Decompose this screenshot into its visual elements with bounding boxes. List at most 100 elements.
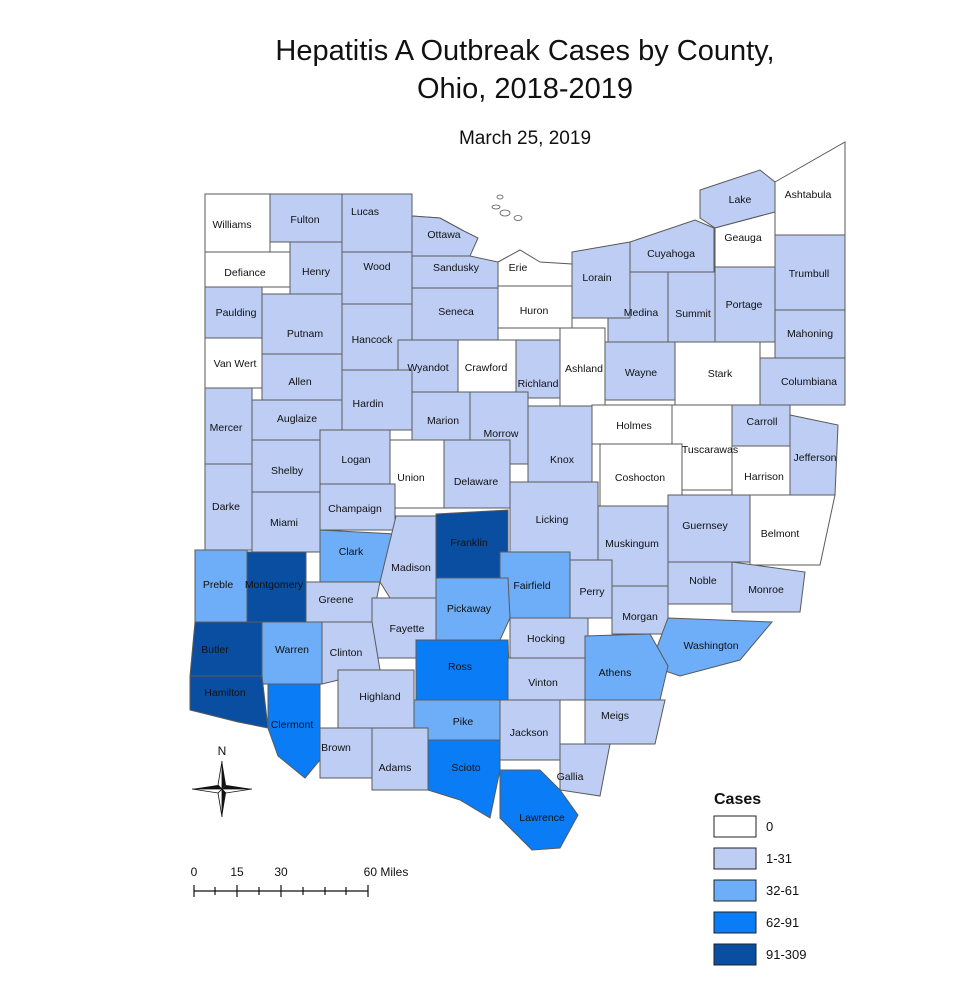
county-label-wyandot: Wyandot	[407, 362, 448, 374]
county-label-brown: Brown	[321, 742, 351, 754]
county-label-ashtabula: Ashtabula	[785, 189, 832, 201]
county-label-hardin: Hardin	[353, 398, 384, 410]
county-label-hamilton: Hamilton	[204, 687, 246, 699]
county-label-fulton: Fulton	[290, 214, 319, 226]
county-label-putnam: Putnam	[287, 328, 323, 340]
county-label-belmont: Belmont	[761, 528, 800, 540]
county-label-summit: Summit	[675, 308, 711, 320]
county-label-scioto: Scioto	[451, 762, 480, 774]
county-label-allen: Allen	[288, 376, 312, 388]
county-label-logan: Logan	[341, 454, 370, 466]
county-label-cuyahoga: Cuyahoga	[647, 248, 695, 260]
county-label-warren: Warren	[275, 644, 309, 656]
county-label-van-wert: Van Wert	[214, 358, 257, 370]
county-adams	[371, 727, 429, 791]
county-cuyahoga	[629, 219, 715, 273]
county-label-morgan: Morgan	[622, 611, 658, 623]
county-label-williams: Williams	[212, 219, 251, 231]
scale-label-15: 15	[230, 865, 244, 879]
county-label-champaign: Champaign	[328, 503, 382, 515]
county-label-holmes: Holmes	[616, 420, 652, 432]
legend-swatch-0	[713, 815, 757, 838]
county-label-guernsey: Guernsey	[682, 520, 728, 532]
county-label-layer: Williams Fulton Lucas Ottawa Defiance Henry Wo…	[201, 189, 837, 824]
legend-label-2: 32-61	[766, 883, 799, 898]
county-label-muskingum: Muskingum	[605, 538, 659, 550]
county-label-lawrence: Lawrence	[519, 812, 565, 824]
county-label-knox: Knox	[550, 454, 575, 466]
county-label-delaware: Delaware	[454, 476, 499, 488]
map-date: March 25, 2019	[458, 128, 592, 149]
county-label-lake: Lake	[729, 194, 752, 206]
county-label-mahoning: Mahoning	[787, 328, 833, 340]
county-morgan	[611, 585, 669, 635]
county-label-clark: Clark	[339, 546, 364, 558]
county-label-geauga: Geauga	[724, 232, 762, 244]
legend-swatch-2	[713, 879, 757, 902]
county-label-noble: Noble	[689, 575, 717, 587]
county-label-coshocton: Coshocton	[615, 472, 665, 484]
county-label-paulding: Paulding	[216, 307, 257, 319]
county-columbiana	[759, 357, 846, 406]
county-label-shelby: Shelby	[271, 465, 304, 477]
county-label-washington: Washington	[683, 640, 738, 652]
county-label-defiance: Defiance	[224, 267, 266, 279]
county-label-ashland: Ashland	[565, 363, 603, 375]
scale-label-60: 60 Miles	[364, 865, 409, 879]
county-label-wayne: Wayne	[625, 367, 657, 379]
county-gallia	[559, 743, 611, 797]
legend-swatch-4	[713, 943, 757, 966]
legend-label-3: 62-91	[766, 915, 799, 930]
county-label-crawford: Crawford	[465, 362, 508, 374]
county-label-erie: Erie	[509, 262, 528, 274]
county-clermont	[267, 683, 321, 779]
county-label-tuscarawas: Tuscarawas	[682, 444, 738, 456]
county-label-gallia: Gallia	[557, 771, 584, 783]
scale-label-30: 30	[274, 865, 288, 879]
county-label-vinton: Vinton	[528, 677, 558, 689]
county-label-richland: Richland	[518, 378, 559, 390]
county-meigs	[584, 699, 666, 745]
county-monroe	[731, 561, 806, 613]
county-label-pike: Pike	[453, 716, 474, 728]
county-delaware	[443, 439, 511, 509]
county-label-medina: Medina	[624, 307, 659, 319]
county-label-harrison: Harrison	[744, 471, 784, 483]
county-label-clinton: Clinton	[330, 647, 363, 659]
lake-islands	[491, 194, 523, 221]
map-title: Hepatitis A Outbreak Cases by County, Oh…	[0, 32, 970, 108]
county-label-fayette: Fayette	[389, 623, 424, 635]
legend-label-1: 1-31	[766, 851, 792, 866]
county-label-marion: Marion	[427, 415, 459, 427]
county-label-hocking: Hocking	[527, 633, 565, 645]
county-label-pickaway: Pickaway	[447, 603, 492, 615]
scale-label-0: 0	[191, 865, 198, 879]
county-label-stark: Stark	[708, 368, 733, 380]
county-label-hancock: Hancock	[352, 334, 394, 346]
county-label-portage: Portage	[726, 299, 763, 311]
legend-label-4: 91-309	[766, 947, 806, 962]
county-label-seneca: Seneca	[438, 306, 474, 318]
county-label-clermont: Clermont	[271, 719, 314, 731]
county-label-columbiana: Columbiana	[781, 376, 837, 388]
county-label-miami: Miami	[270, 517, 298, 529]
county-label-sandusky: Sandusky	[433, 262, 480, 274]
county-belmont	[749, 494, 836, 566]
north-arrow: N	[191, 744, 253, 818]
map-title-line2: Ohio, 2018-2019	[416, 73, 634, 105]
county-label-henry: Henry	[302, 266, 331, 278]
county-label-athens: Athens	[599, 667, 632, 679]
legend-label-0: 0	[766, 819, 773, 834]
county-label-ross: Ross	[448, 661, 472, 673]
county-label-jackson: Jackson	[510, 727, 549, 739]
county-label-butler: Butler	[201, 644, 229, 656]
north-label: N	[218, 744, 227, 758]
county-label-darke: Darke	[212, 501, 240, 513]
county-label-monroe: Monroe	[748, 584, 784, 596]
county-knox	[527, 405, 593, 483]
county-label-montgomery: Montgomery	[245, 579, 304, 591]
county-label-highland: Highland	[359, 691, 401, 703]
county-scioto	[427, 739, 501, 819]
county-label-jefferson: Jefferson	[794, 452, 837, 464]
